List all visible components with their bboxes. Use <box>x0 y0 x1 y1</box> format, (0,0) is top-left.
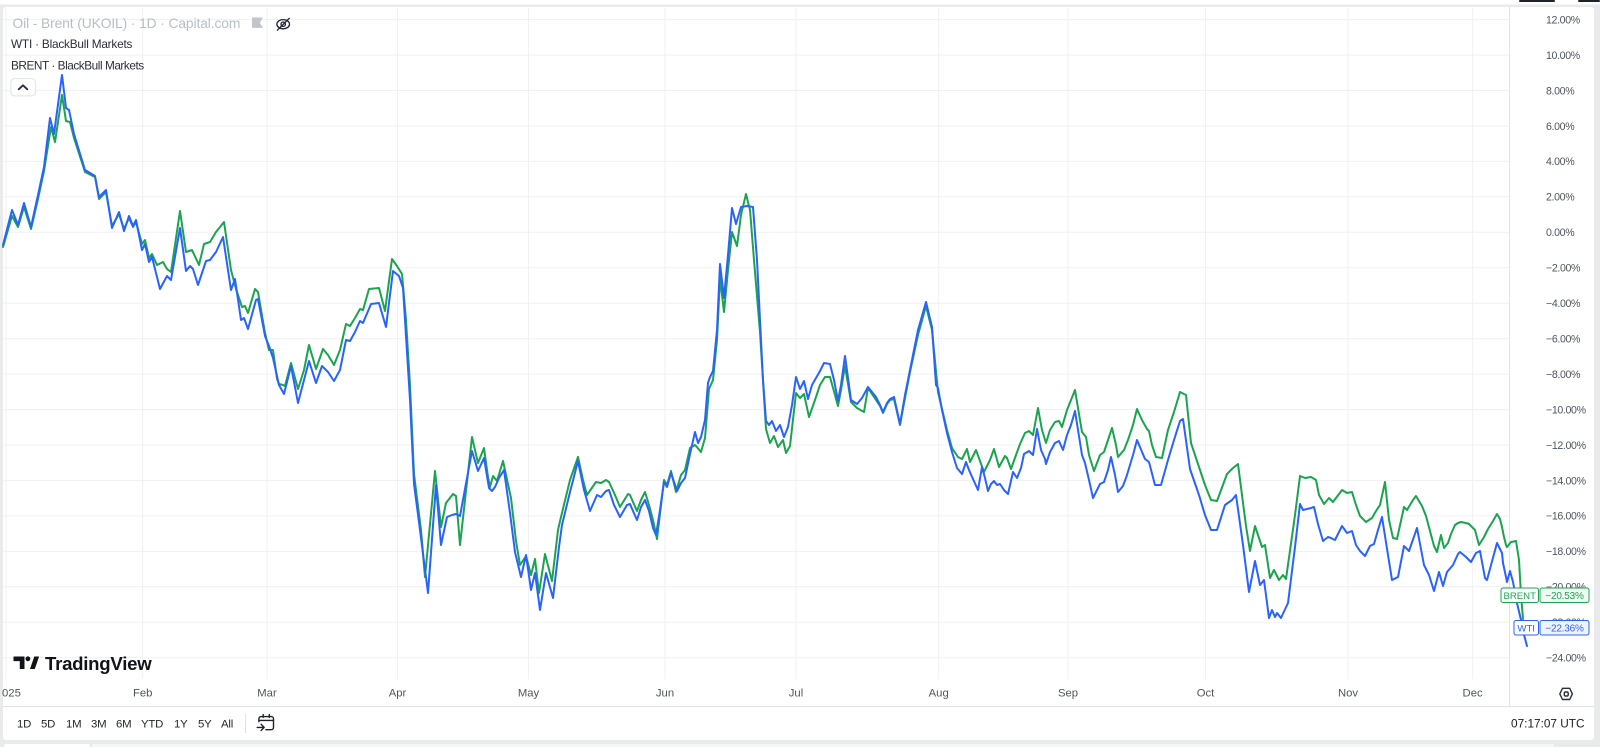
svg-text:−20.53%: −20.53% <box>1545 591 1584 602</box>
svg-text:Mar: Mar <box>257 688 277 700</box>
svg-text:All: All <box>221 718 233 730</box>
svg-text:6M: 6M <box>116 718 131 730</box>
svg-text:−22.36%: −22.36% <box>1545 624 1584 635</box>
svg-text:−2.00%: −2.00% <box>1546 263 1581 275</box>
svg-text:−18.00%: −18.00% <box>1546 546 1587 558</box>
svg-text:4.00%: 4.00% <box>1546 156 1575 168</box>
svg-text:−10.00%: −10.00% <box>1546 404 1587 416</box>
svg-text:025: 025 <box>2 688 21 700</box>
svg-text:Aug: Aug <box>929 688 949 700</box>
svg-text:WTI: WTI <box>1517 624 1535 635</box>
svg-text:−16.00%: −16.00% <box>1546 511 1587 523</box>
svg-text:BRENT · BlackBull Markets: BRENT · BlackBull Markets <box>11 58 144 72</box>
svg-text:1Y: 1Y <box>174 718 188 730</box>
svg-text:−6.00%: −6.00% <box>1546 334 1581 346</box>
svg-text:10.00%: 10.00% <box>1546 50 1581 62</box>
svg-text:−12.00%: −12.00% <box>1546 440 1587 452</box>
svg-text:Feb: Feb <box>133 688 152 700</box>
svg-text:−24.00%: −24.00% <box>1546 653 1587 665</box>
svg-text:8.00%: 8.00% <box>1546 85 1575 97</box>
svg-text:5D: 5D <box>41 718 55 730</box>
svg-text:TradingView: TradingView <box>45 653 152 674</box>
svg-text:3M: 3M <box>91 718 106 730</box>
svg-text:6.00%: 6.00% <box>1546 121 1575 133</box>
svg-text:Sep: Sep <box>1058 688 1078 700</box>
svg-text:−14.00%: −14.00% <box>1546 475 1587 487</box>
svg-text:07:17:07 UTC: 07:17:07 UTC <box>1511 717 1585 731</box>
svg-text:12.00%: 12.00% <box>1546 14 1581 26</box>
svg-text:Nov: Nov <box>1338 688 1358 700</box>
svg-text:Oil - Brent (UKOIL) · 1D · Cap: Oil - Brent (UKOIL) · 1D · Capital.com <box>13 16 241 31</box>
svg-text:−4.00%: −4.00% <box>1546 298 1581 310</box>
svg-text:1M: 1M <box>66 718 81 730</box>
svg-text:YTD: YTD <box>141 718 163 730</box>
svg-text:Oct: Oct <box>1197 688 1215 700</box>
svg-text:2.00%: 2.00% <box>1546 192 1575 204</box>
svg-text:0.00%: 0.00% <box>1546 227 1575 239</box>
svg-text:5Y: 5Y <box>198 718 212 730</box>
svg-text:Dec: Dec <box>1463 688 1483 700</box>
svg-text:−8.00%: −8.00% <box>1546 369 1581 381</box>
svg-text:Apr: Apr <box>389 688 407 700</box>
svg-text:Jul: Jul <box>789 688 803 700</box>
svg-text:Jun: Jun <box>656 688 674 700</box>
svg-text:WTI · BlackBull Markets: WTI · BlackBull Markets <box>11 37 133 51</box>
svg-text:BRENT: BRENT <box>1503 591 1536 602</box>
svg-text:May: May <box>518 688 540 700</box>
svg-text:1D: 1D <box>17 718 31 730</box>
